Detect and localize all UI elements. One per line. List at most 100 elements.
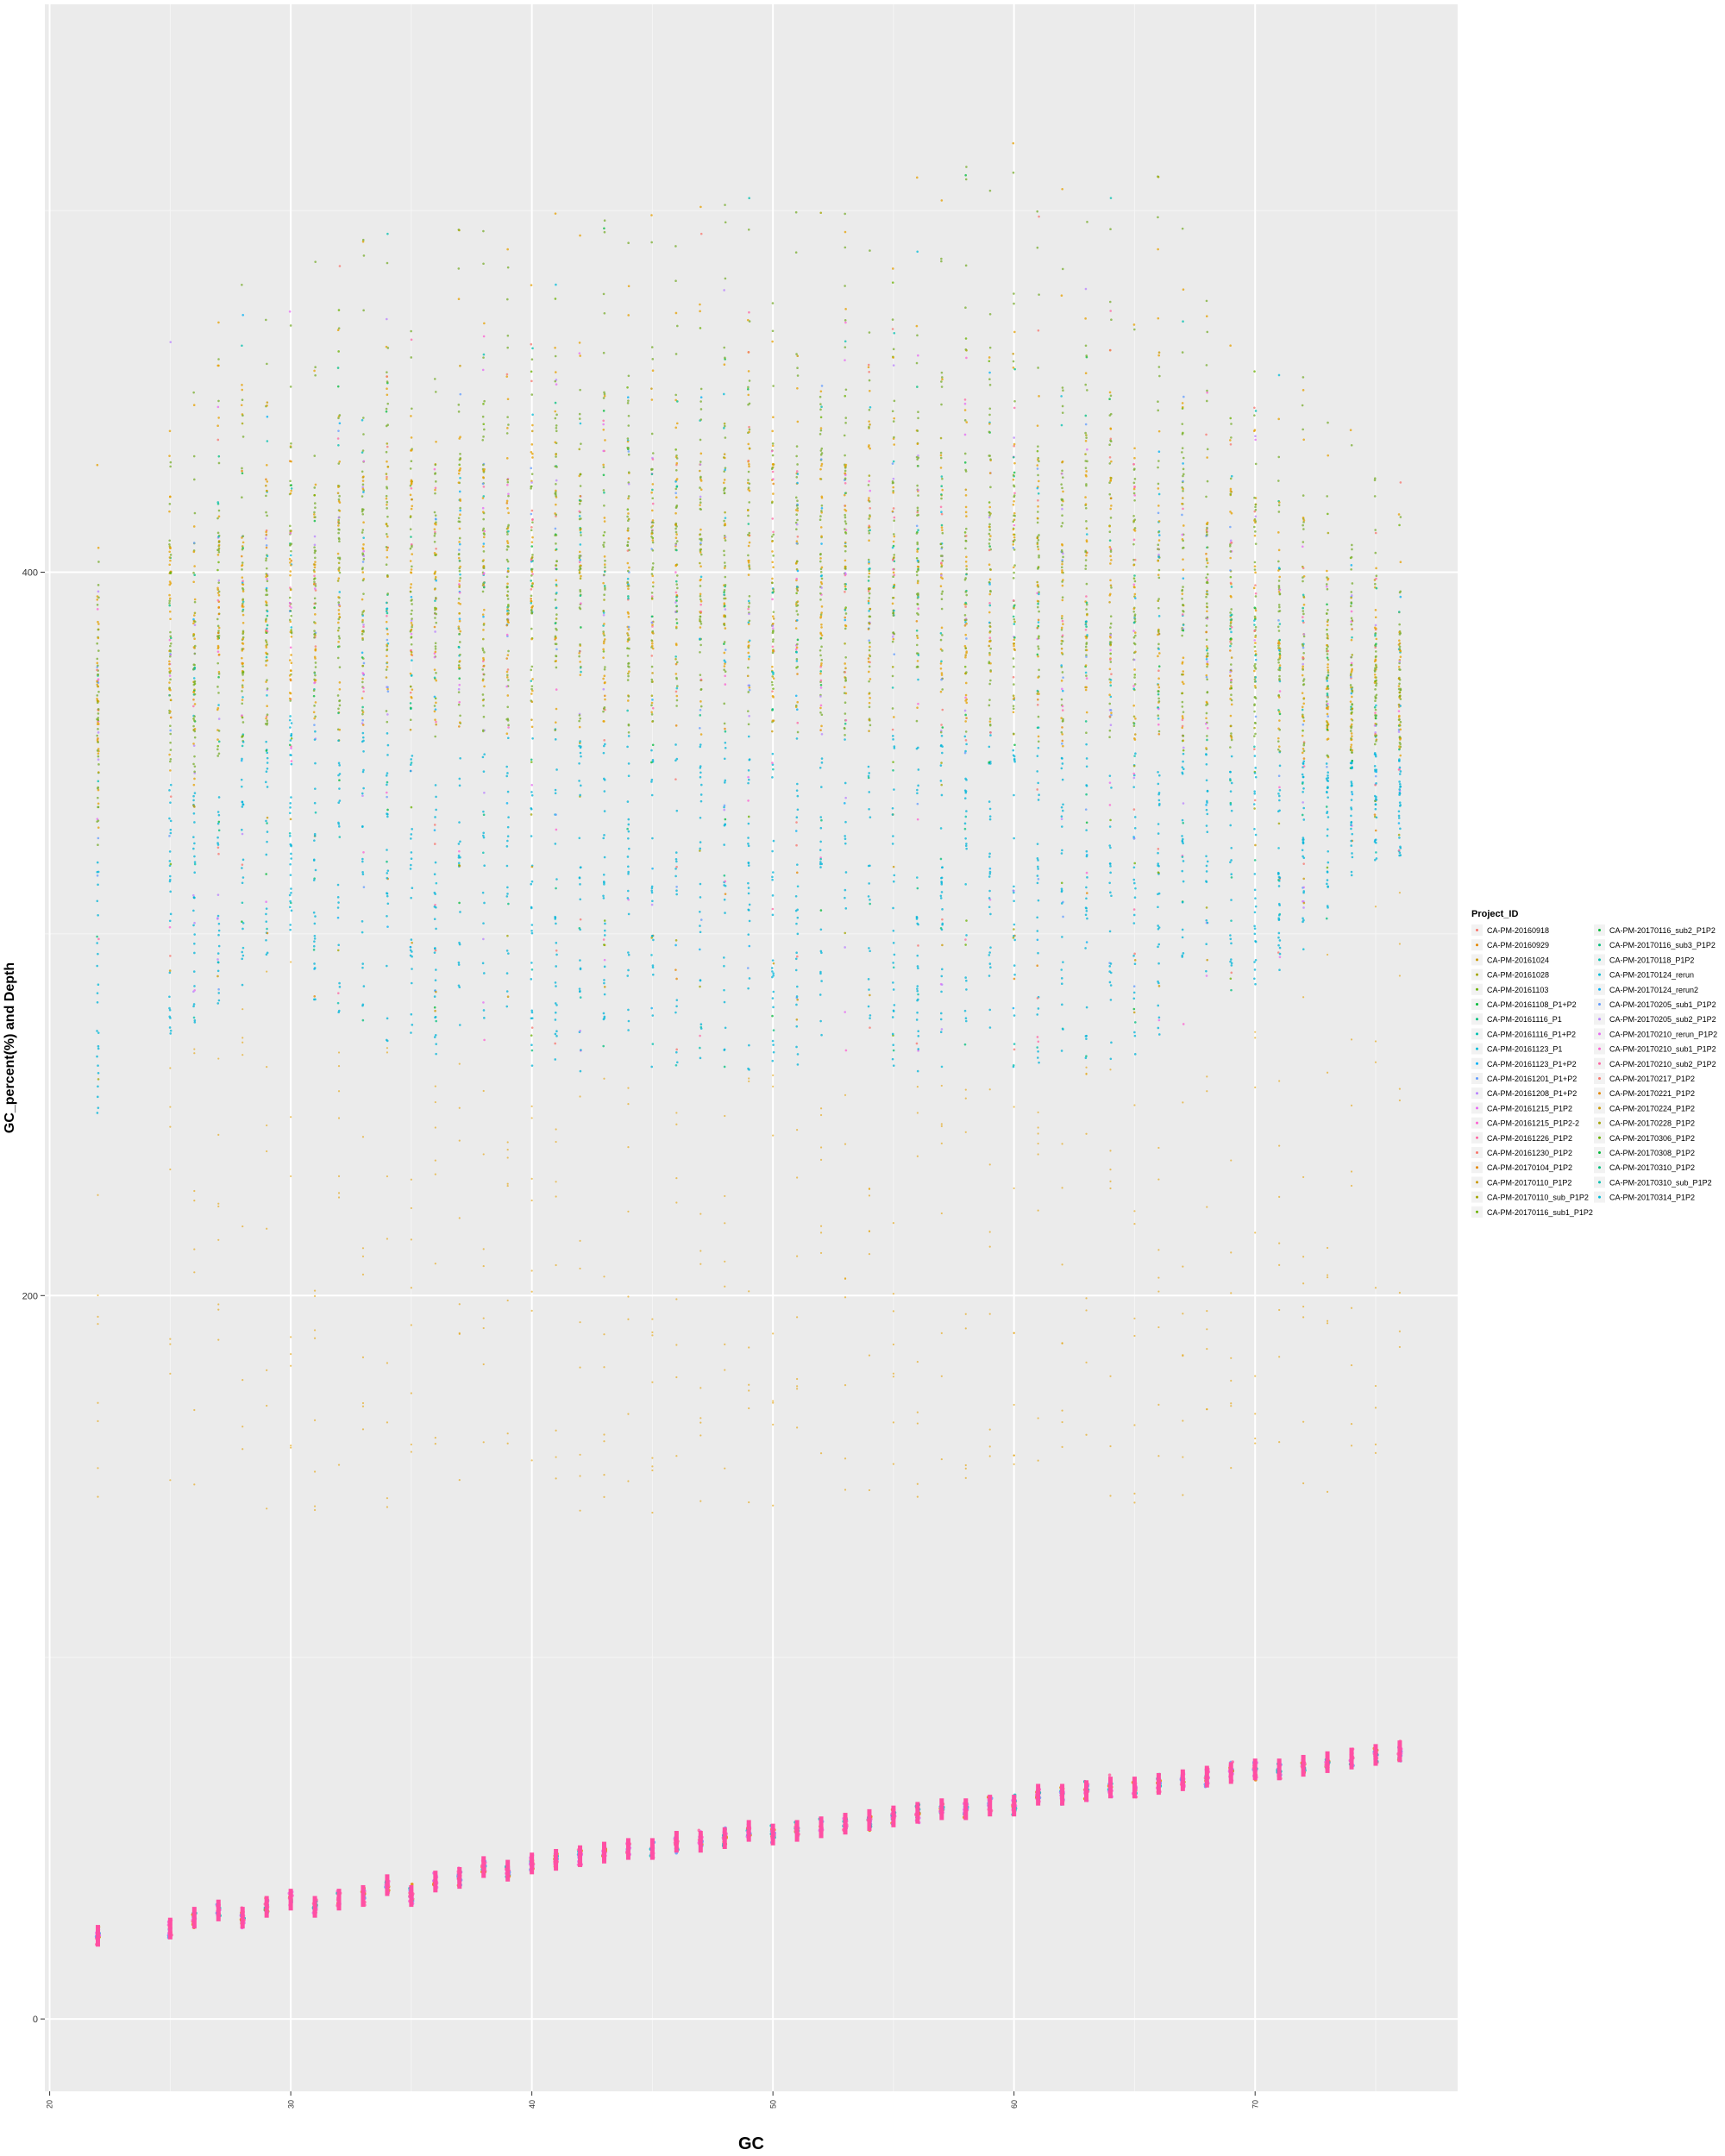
depth-point (506, 398, 510, 401)
depth-point (893, 716, 895, 718)
depth-point (796, 1426, 799, 1429)
depth-point (1013, 566, 1015, 569)
depth-point (771, 454, 775, 457)
depth-point (362, 850, 365, 854)
depth-point (554, 622, 557, 625)
depth-point (675, 661, 679, 664)
depth-point (915, 666, 919, 668)
depth-point (410, 1287, 412, 1289)
depth-point (96, 694, 99, 697)
depth-point (506, 995, 510, 999)
depth-point (266, 489, 268, 492)
depth-point (168, 556, 172, 559)
depth-point (97, 546, 100, 549)
depth-point (819, 670, 823, 673)
depth-point (869, 655, 872, 658)
depth-point (217, 1202, 220, 1205)
depth-point (988, 523, 991, 526)
depth-point (555, 491, 557, 493)
depth-point (266, 627, 268, 630)
depth-point (771, 683, 774, 686)
depth-point (939, 1031, 943, 1033)
depth-point (675, 1005, 678, 1008)
depth-point (458, 784, 461, 787)
depth-point (193, 478, 196, 481)
depth-point (747, 561, 750, 564)
depth-point (1085, 601, 1088, 605)
depth-point (699, 1417, 702, 1420)
depth-point (1086, 460, 1088, 463)
depth-point (771, 752, 775, 755)
depth-point (266, 687, 269, 690)
depth-point (916, 509, 919, 512)
depth-point (192, 667, 195, 671)
depth-point (868, 420, 870, 423)
depth-point (893, 609, 895, 612)
depth-point (242, 414, 244, 417)
depth-point (699, 479, 703, 482)
depth-point (411, 941, 413, 944)
depth-point (361, 1273, 365, 1275)
depth-point (1060, 881, 1063, 885)
depth-point (362, 673, 365, 675)
depth-point (97, 1323, 99, 1326)
depth-point (168, 454, 171, 457)
depth-point (795, 651, 798, 654)
depth-point (530, 931, 534, 935)
depth-point (96, 668, 98, 672)
depth-point (410, 338, 413, 342)
depth-point (1108, 398, 1111, 400)
depth-point (241, 805, 244, 808)
depth-point (699, 745, 702, 749)
depth-point (1133, 614, 1137, 617)
depth-point (795, 646, 799, 649)
depth-point (1132, 538, 1136, 542)
depth-point (530, 485, 533, 488)
depth-point (1013, 889, 1015, 893)
depth-point (386, 614, 388, 617)
depth-point (794, 496, 798, 499)
depth-point (844, 492, 848, 494)
depth-point (675, 694, 679, 698)
depth-point (844, 285, 846, 287)
depth-point (1108, 774, 1112, 777)
depth-point (290, 909, 293, 912)
depth-point (386, 347, 390, 349)
depth-point (651, 452, 655, 454)
depth-point (724, 649, 727, 651)
depth-point (771, 761, 774, 764)
depth-point (411, 755, 414, 757)
depth-point (458, 541, 461, 543)
depth-point (458, 458, 461, 461)
depth-point (724, 584, 727, 586)
depth-point (242, 803, 245, 805)
depth-point (819, 706, 822, 710)
depth-point (747, 393, 750, 397)
depth-point (1061, 559, 1063, 561)
depth-point (747, 735, 750, 738)
depth-point (386, 317, 388, 321)
depth-point (1133, 668, 1136, 671)
depth-point (289, 531, 292, 535)
depth-point (361, 579, 365, 582)
depth-point (627, 1103, 630, 1106)
depth-point (530, 685, 534, 687)
depth-point (482, 673, 486, 676)
depth-point (266, 1150, 268, 1153)
depth-point (626, 577, 630, 580)
depth-point (699, 931, 702, 934)
depth-point (723, 668, 725, 671)
depth-point (361, 870, 364, 874)
depth-point (579, 495, 582, 498)
depth-point (336, 329, 340, 331)
depth-point (386, 500, 389, 504)
depth-point (675, 893, 678, 896)
depth-point (1061, 640, 1064, 642)
depth-point (506, 590, 510, 593)
depth-point (746, 710, 750, 712)
depth-point (868, 622, 871, 625)
depth-point (892, 1376, 895, 1378)
depth-point (554, 441, 557, 444)
depth-point (964, 720, 967, 723)
depth-point (409, 547, 412, 550)
